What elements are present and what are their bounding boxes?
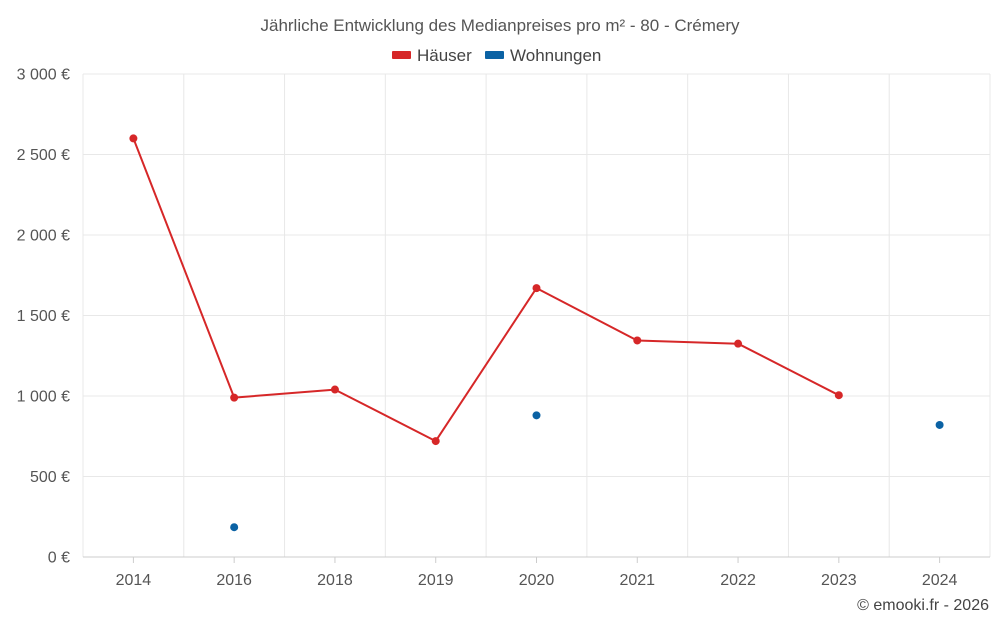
data-point-wohnungen bbox=[935, 420, 944, 429]
axes: 0 € 500 € 1 000 € 1 500 € 2 000 € 2 500 € 3 00… bbox=[17, 67, 990, 589]
grid bbox=[82, 73, 991, 557]
data-point-haeuser bbox=[633, 336, 642, 345]
chart-title: Jährliche Entwicklung des Medianpreises … bbox=[260, 16, 740, 35]
y-tick-label: 3 000 € bbox=[17, 67, 70, 84]
data-point-haeuser bbox=[834, 391, 843, 400]
x-tick-label: 2014 bbox=[116, 572, 152, 589]
y-tick-label: 0 € bbox=[48, 550, 70, 567]
legend-label-haeuser[interactable]: Häuser bbox=[417, 46, 472, 65]
x-tick-label: 2016 bbox=[216, 572, 252, 589]
x-tick-label: 2024 bbox=[922, 572, 958, 589]
data-point-wohnungen bbox=[532, 411, 541, 420]
x-tick-label: 2020 bbox=[519, 572, 555, 589]
y-tick-label: 1 000 € bbox=[17, 389, 70, 406]
x-tick-label: 2019 bbox=[418, 572, 454, 589]
data-point-haeuser bbox=[330, 385, 339, 394]
y-tick-label: 2 500 € bbox=[17, 147, 70, 164]
y-tick-label: 2 000 € bbox=[17, 228, 70, 245]
x-tick-label: 2018 bbox=[317, 572, 353, 589]
credit-text: © emooki.fr - 2026 bbox=[857, 597, 989, 614]
data-point-haeuser bbox=[129, 134, 138, 143]
data-point-haeuser bbox=[532, 284, 541, 293]
x-tick-label: 2021 bbox=[619, 572, 655, 589]
series bbox=[129, 134, 944, 532]
data-point-haeuser bbox=[431, 437, 440, 446]
x-tick-label: 2022 bbox=[720, 572, 756, 589]
data-point-haeuser bbox=[230, 393, 239, 402]
series-line-haeuser bbox=[132, 138, 840, 443]
legend-swatch-haeuser bbox=[392, 51, 411, 59]
x-tick-label: 2023 bbox=[821, 572, 857, 589]
y-tick-label: 500 € bbox=[30, 469, 70, 486]
data-point-haeuser bbox=[734, 339, 743, 348]
data-point-wohnungen bbox=[230, 523, 239, 532]
legend-label-wohnungen[interactable]: Wohnungen bbox=[510, 46, 601, 65]
legend-swatch-wohnungen bbox=[485, 51, 504, 59]
legend: Häuser Wohnungen bbox=[392, 46, 601, 65]
y-tick-label: 1 500 € bbox=[17, 308, 70, 325]
